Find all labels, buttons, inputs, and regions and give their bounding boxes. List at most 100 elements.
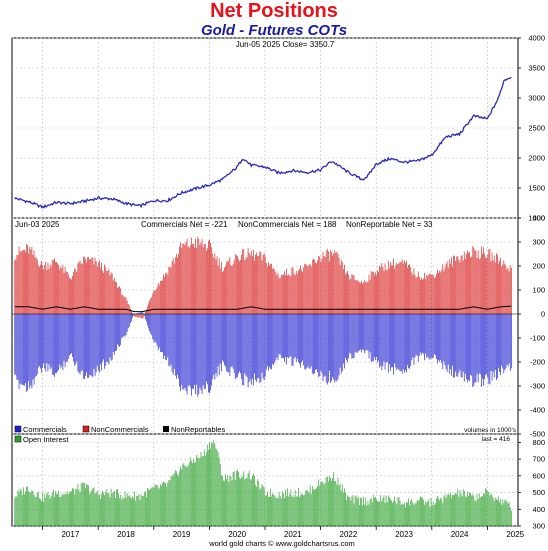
noncommercials-bar	[420, 279, 421, 314]
open-interest-bar	[91, 490, 93, 526]
noncommercials-bar	[230, 265, 232, 314]
commercials-bar	[214, 314, 216, 380]
noncommercials-bar	[366, 282, 368, 314]
noncommercials-bar	[510, 267, 512, 314]
noncommercials-bar	[287, 275, 288, 314]
commercials-bar	[179, 314, 180, 387]
noncommercials-bar	[430, 274, 432, 314]
commercials-bar	[112, 314, 114, 352]
commercials-bar	[344, 314, 345, 369]
noncommercials-bar	[475, 250, 477, 314]
commercials-bar	[102, 314, 103, 362]
commercials-bar	[339, 314, 341, 368]
commercials-bar	[157, 314, 159, 351]
noncommercials-bar	[138, 314, 140, 318]
noncommercials-bar	[328, 251, 329, 314]
noncommercials-bar	[145, 311, 146, 314]
noncommercials-bar	[59, 269, 61, 314]
noncommercials-bar	[66, 271, 68, 314]
commercials-bar	[87, 314, 88, 378]
noncommercials-bar	[215, 259, 217, 314]
open-interest-bar	[460, 493, 462, 526]
commercials-bar	[429, 314, 431, 360]
commercials-bar	[292, 314, 294, 366]
commercials-bar	[304, 314, 306, 370]
noncommercials-bar	[36, 259, 38, 314]
commercials-bar	[410, 314, 412, 367]
commercials-bar	[485, 314, 486, 376]
noncommercials-bar	[490, 261, 492, 314]
commercials-bar	[130, 314, 131, 323]
commercials-bar	[471, 314, 473, 376]
commercials-bar	[387, 314, 389, 373]
noncommercials-bar	[397, 264, 399, 314]
open-interest-bar	[500, 499, 501, 526]
commercials-bar	[363, 314, 364, 351]
noncommercials-bar	[387, 260, 389, 314]
commercials-bar	[75, 314, 77, 365]
open-interest-bar	[76, 489, 78, 526]
noncommercials-bar	[178, 254, 179, 314]
noncommercials-bar	[265, 262, 267, 314]
commercials-bar	[371, 314, 373, 362]
commercials-bar	[388, 314, 390, 365]
noncommercials-bar	[303, 267, 305, 314]
commercials-bar	[43, 314, 45, 364]
noncommercials-bar	[269, 265, 270, 314]
commercials-bar	[95, 314, 97, 373]
open-interest-bar	[337, 477, 339, 526]
price-header: Jun-05 2025 Close= 3350.7	[236, 40, 335, 49]
noncommercials-bar	[233, 259, 235, 314]
noncommercials-bar	[274, 270, 276, 314]
commercials-bar	[142, 313, 144, 314]
noncommercials-bar	[192, 244, 193, 314]
noncommercials-bar	[72, 276, 73, 314]
open-interest-bar	[197, 457, 199, 526]
noncommercials-bar	[424, 272, 425, 314]
open-interest-bar	[387, 495, 389, 526]
commercials-bar	[128, 314, 130, 327]
commercials-bar	[382, 314, 384, 367]
price-y-tick-label: 2500	[528, 124, 545, 133]
noncommercials-bar	[440, 272, 442, 314]
noncommercials-bar	[170, 267, 172, 314]
open-interest-bar	[315, 488, 316, 526]
commercials-bar	[265, 314, 267, 370]
commercials-bar	[51, 314, 53, 375]
noncommercials-bar	[26, 244, 27, 314]
open-interest-bar	[294, 490, 296, 526]
noncommercials-bar	[375, 272, 376, 314]
noncommercials-bar	[380, 267, 382, 314]
noncommercials-bar	[398, 263, 400, 314]
commercials-bar	[178, 314, 179, 379]
open-interest-bar	[51, 492, 53, 526]
noncommercials-bar	[305, 263, 307, 314]
open-interest-bar	[390, 498, 391, 526]
noncommercials-bar	[92, 257, 94, 314]
commercials-bar	[385, 314, 387, 363]
open-interest-bar	[356, 498, 358, 526]
commercials-bar	[393, 314, 394, 375]
open-interest-bar	[206, 451, 207, 526]
open-interest-bar	[331, 480, 332, 526]
commercials-bar	[208, 314, 209, 393]
legend-swatch-commercials	[14, 425, 22, 433]
open-interest-bar	[365, 497, 367, 526]
commercials-bar	[301, 314, 302, 363]
noncommercials-bar	[452, 266, 453, 314]
open-interest-bar	[17, 489, 19, 526]
commercials-bar	[158, 314, 160, 348]
open-interest-bar	[411, 498, 413, 526]
commercials-bar	[347, 314, 348, 363]
noncommercials-bar	[69, 277, 70, 314]
noncommercials-bar	[167, 275, 169, 314]
commercials-bar	[192, 314, 193, 389]
commercials-bar	[481, 314, 482, 387]
commercials-bar	[34, 314, 36, 378]
noncommercials-bar	[501, 266, 503, 314]
noncommercials-bar	[252, 256, 253, 314]
commercials-bar	[244, 314, 246, 374]
open-interest-bar	[183, 463, 185, 526]
commercials-bar	[164, 314, 165, 356]
open-interest-bar	[258, 481, 260, 526]
